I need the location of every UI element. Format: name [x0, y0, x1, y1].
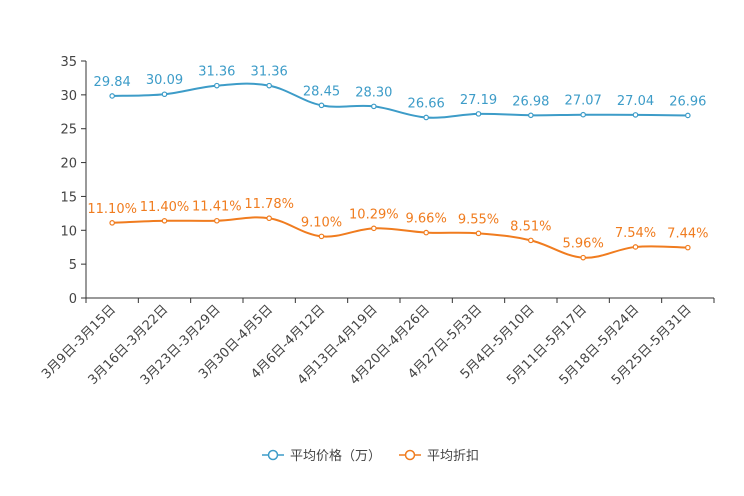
data-point: [685, 244, 691, 251]
y-tick-label: 5: [69, 258, 77, 273]
data-label: 26.96: [669, 94, 706, 109]
data-label: 9.55%: [458, 212, 499, 227]
data-label: 28.45: [303, 84, 340, 99]
series-2: 11.10% 11.40% 11.41% 11.78% 9.10% 10.29% 9.66%…: [87, 197, 708, 261]
data-point: [214, 82, 220, 89]
data-label: 31.36: [251, 65, 288, 80]
legend-marker: [267, 449, 279, 461]
data-point: [685, 112, 691, 119]
data-point: [161, 218, 168, 224]
data-label: 8.51%: [510, 219, 551, 234]
series-layer: 29.84 30.09 31.36 31.36 28.45 28.30 26.66 27.19…: [87, 65, 708, 261]
data-label: 9.10%: [301, 215, 342, 230]
series-line: [112, 216, 688, 259]
legend-label: 平均价格（万）: [290, 448, 381, 464]
legend-label: 平均折扣: [427, 449, 479, 464]
data-point: [161, 91, 168, 98]
data-label: 9.66%: [406, 212, 447, 227]
data-label: 27.07: [565, 94, 602, 109]
data-label: 7.44%: [667, 227, 708, 242]
y-tick-label: 15: [60, 190, 77, 205]
data-point: [580, 111, 586, 118]
data-label: 5.96%: [563, 237, 604, 252]
series-line: [112, 82, 688, 119]
y-tick-label: 35: [60, 55, 77, 70]
data-label: 31.36: [198, 65, 235, 80]
y-tick-label: 25: [60, 123, 77, 138]
data-point: [423, 229, 429, 236]
y-tick-label: 30: [60, 89, 77, 104]
data-point: [475, 111, 482, 117]
legend-marker: [404, 449, 416, 461]
data-label: 27.19: [460, 93, 497, 108]
legend-item-1: 平均价格（万）: [262, 448, 381, 464]
data-label: 11.78%: [244, 197, 294, 212]
data-point: [475, 230, 482, 237]
data-point: [423, 114, 429, 121]
data-point: [318, 233, 325, 240]
data-label: 26.66: [408, 96, 445, 111]
data-label: 27.04: [617, 94, 654, 109]
data-label: 11.40%: [140, 200, 190, 215]
data-label: 10.29%: [349, 207, 399, 222]
y-tick-label: 20: [60, 157, 77, 172]
data-point: [632, 244, 639, 250]
data-label: 30.09: [146, 73, 183, 88]
data-point: [371, 103, 377, 110]
data-point: [580, 254, 586, 261]
data-point: [632, 112, 639, 118]
data-label: 11.41%: [192, 200, 242, 215]
y-tick-label: 0: [69, 292, 77, 307]
legend: 平均价格（万） 平均折扣: [262, 448, 479, 464]
data-label: 7.54%: [615, 226, 656, 241]
data-point: [266, 82, 272, 89]
data-point: [318, 102, 325, 109]
data-point: [109, 220, 115, 226]
data-point: [528, 237, 534, 244]
legend-item-2: 平均折扣: [399, 449, 479, 464]
data-label: 28.30: [355, 85, 392, 100]
data-label: 29.84: [94, 75, 131, 90]
series-1: 29.84 30.09 31.36 31.36 28.45 28.30 26.66 27.19…: [94, 65, 706, 121]
y-tick-label: 10: [60, 224, 77, 239]
data-label: 11.10%: [87, 202, 137, 217]
data-point: [109, 93, 115, 99]
data-label: 26.98: [512, 94, 549, 109]
data-point: [371, 225, 377, 232]
data-point: [266, 215, 272, 222]
data-point: [528, 112, 534, 119]
data-point: [214, 217, 220, 224]
